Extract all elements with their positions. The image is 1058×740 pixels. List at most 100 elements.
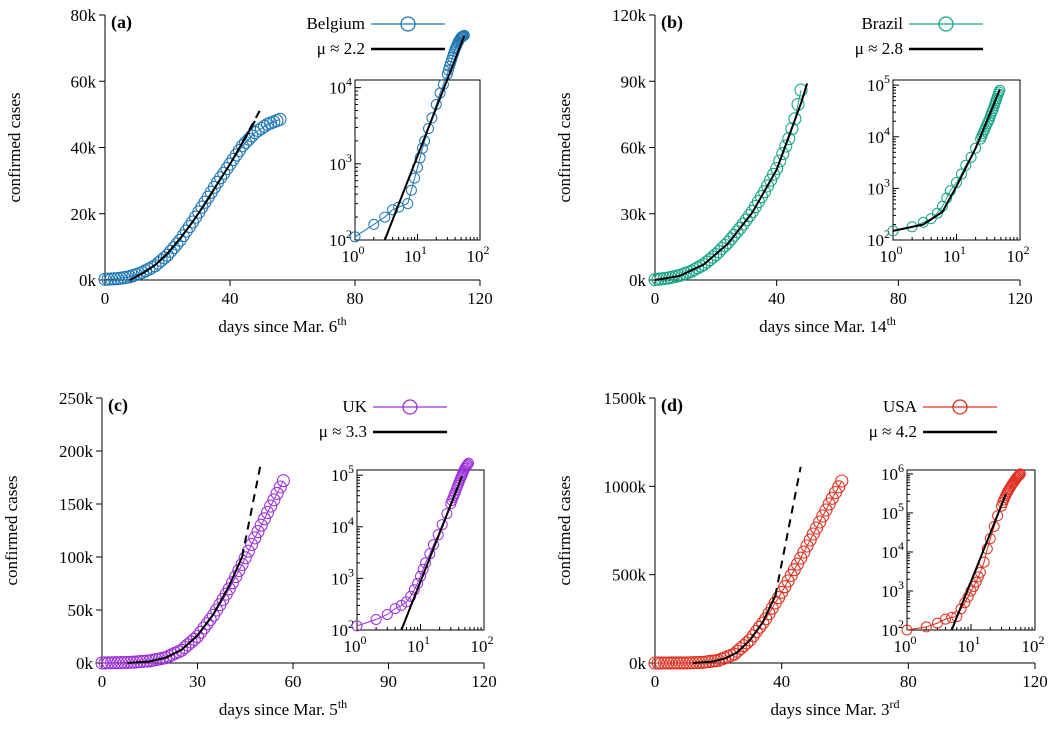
legend-country: USA (883, 397, 918, 416)
x-tick-label: 30 (189, 672, 206, 691)
inset-x-tick-label: 102 (1022, 633, 1045, 656)
data-point (229, 148, 243, 162)
inset-data-point (956, 168, 967, 180)
inset-data-point (405, 184, 417, 196)
data-point (680, 656, 694, 670)
legend-fit: μ ≈ 4.2 (869, 422, 917, 441)
inset-fit-line (383, 35, 466, 241)
inset-frame (356, 469, 485, 631)
data-point (790, 557, 805, 571)
inset-x-tick-label: 100 (894, 633, 917, 656)
inset-data-point (920, 621, 932, 633)
inset-x-tick-exponent: 2 (1024, 243, 1030, 257)
inset-y-tick-label: 104 (881, 539, 904, 562)
inset-y-tick-exponent: 3 (348, 565, 354, 579)
inset-data-point (389, 603, 401, 615)
y-tick-label: 0k (629, 654, 647, 673)
x-tick-label: 90 (380, 672, 397, 691)
data-point (676, 656, 691, 670)
legend-country: UK (342, 397, 367, 416)
x-tick-label: 60 (285, 672, 302, 691)
data-point (806, 527, 820, 541)
inset-x-tick-exponent: 1 (975, 633, 981, 647)
data-point (190, 629, 205, 644)
data-point (779, 139, 793, 153)
data-point (794, 83, 808, 97)
inset-x-tick-exponent: 2 (484, 243, 490, 257)
inset-x-tick-exponent: 1 (421, 243, 427, 257)
inset-data-point (461, 460, 473, 472)
data-point (664, 656, 678, 670)
inset-frame (354, 79, 481, 241)
inset-data-point (370, 614, 382, 625)
inset-y-tick-label: 105 (867, 72, 890, 95)
inset-data-point (402, 198, 414, 210)
x-tick-label: 120 (1022, 672, 1048, 691)
legend-country: Brazil (861, 14, 903, 33)
y-tick-label: 120k (612, 6, 647, 25)
fit-extrapolation (241, 461, 263, 558)
data-point (197, 621, 211, 635)
data-point (651, 656, 665, 670)
x-axis-label-superscript: th (337, 314, 346, 328)
inset-data-point (1010, 473, 1022, 485)
data-point (667, 656, 681, 670)
data-point (194, 625, 208, 639)
inset-data-point (436, 519, 448, 531)
data-point (803, 533, 817, 547)
y-tick-label: 200k (59, 442, 94, 461)
data-point (210, 175, 225, 189)
y-tick-label: 60k (621, 139, 647, 158)
data-point (794, 551, 808, 565)
inset-x-tick-label: 101 (958, 633, 981, 656)
inset-x-tick-exponent: 1 (960, 243, 966, 257)
data-point (108, 656, 122, 670)
data-point (214, 171, 228, 185)
data-point (782, 132, 796, 146)
inset-x-tick-label: 102 (1007, 243, 1030, 266)
inset-y-tick-exponent: 4 (898, 539, 904, 553)
legend-fit: μ ≈ 3.3 (319, 422, 367, 441)
x-tick-label: 40 (773, 672, 790, 691)
legend-series-marker (402, 399, 418, 415)
inset-y-tick-label: 104 (329, 75, 352, 98)
y-tick-label: 80k (71, 6, 97, 25)
inset-y-tick-label: 105 (331, 462, 354, 485)
data-point (813, 515, 827, 529)
x-tick-label: 0 (651, 289, 660, 308)
y-tick-label: 0k (79, 271, 97, 290)
inset-data-point (426, 112, 438, 124)
inset-y-tick-exponent: 2 (884, 227, 890, 241)
data-point (273, 112, 287, 126)
data-point (648, 656, 662, 670)
data-point (95, 656, 109, 670)
inset-data-point (992, 510, 1004, 522)
inset-data-point (454, 33, 466, 45)
inset-y-tick-label: 103 (881, 578, 904, 601)
data-point (776, 147, 790, 161)
data-point (257, 512, 271, 526)
x-tick-label: 80 (890, 289, 907, 308)
data-point (107, 272, 121, 286)
x-tick-label: 80 (900, 672, 917, 691)
inset-x-tick-label: 102 (471, 633, 494, 656)
inset-y-tick-exponent: 3 (898, 578, 904, 592)
data-point (670, 656, 684, 670)
inset-x-tick-label: 100 (880, 243, 903, 266)
y-tick-label: 40k (71, 139, 97, 158)
data-point (743, 633, 757, 647)
inset-x-tick-exponent: 2 (488, 633, 494, 647)
data-point (785, 122, 799, 136)
x-axis-label: days since Mar. 3rd (771, 697, 900, 719)
data-point (248, 531, 262, 545)
inset-data-point (962, 591, 974, 603)
inset-x-tick-exponent: 0 (361, 633, 367, 647)
x-tick-label: 80 (347, 289, 364, 308)
data-point (245, 537, 259, 552)
y-tick-label: 20k (71, 205, 97, 224)
data-point (788, 112, 802, 126)
inset-x-tick-exponent: 0 (897, 243, 903, 257)
